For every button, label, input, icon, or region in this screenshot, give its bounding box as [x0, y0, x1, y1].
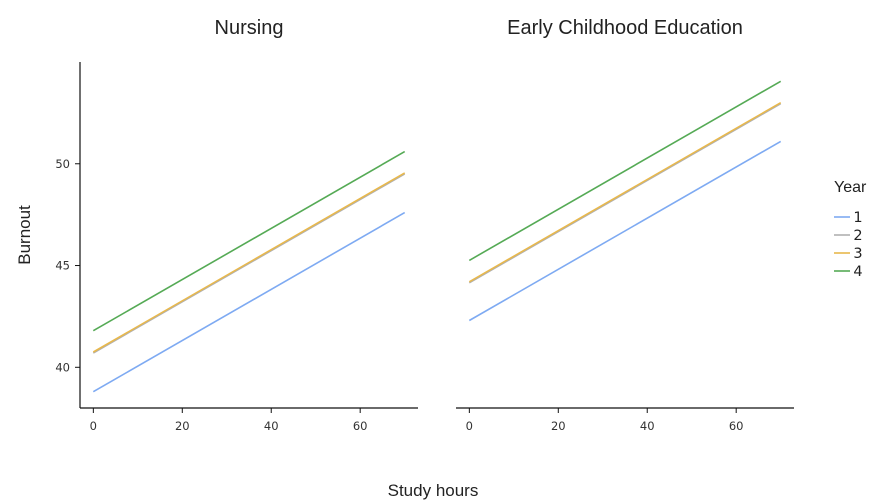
x-tick-label: 20 — [175, 419, 190, 433]
legend-label: 3 — [853, 246, 862, 262]
series-line-year-4 — [468, 80, 782, 262]
legend-title: Year — [834, 179, 867, 196]
series-line-year-2 — [468, 103, 782, 284]
x-tick-label: 60 — [353, 419, 368, 433]
x-tick-label: 40 — [640, 419, 655, 433]
panel-title: Early Childhood Education — [507, 17, 743, 39]
y-tick-label: 50 — [55, 157, 70, 171]
series-line-year-3 — [92, 172, 406, 353]
panel-1: Nursing 40 45 50 0 20 40 60 — [55, 17, 418, 433]
x-tick-label: 60 — [729, 419, 744, 433]
series-line-year-3 — [468, 102, 782, 283]
y-axis-title: Burnout — [15, 205, 34, 265]
panel-title: Nursing — [215, 17, 284, 39]
legend-label: 4 — [853, 264, 862, 280]
panel-2: Early Childhood Education 0 20 40 60 — [456, 17, 794, 433]
y-tick-label: 40 — [55, 360, 70, 374]
x-axis-title: Study hours — [388, 481, 479, 500]
x-tick-label: 40 — [264, 419, 279, 433]
series-line-year-4 — [92, 150, 406, 332]
x-tick-label: 0 — [466, 419, 473, 433]
legend-label: 1 — [853, 210, 862, 226]
x-tick-label: 20 — [551, 419, 566, 433]
series-line-year-1 — [468, 140, 782, 322]
series-line-year-2 — [92, 173, 406, 354]
x-tick-label: 0 — [90, 419, 97, 433]
y-tick-label: 45 — [55, 259, 70, 273]
legend: Year 1 2 3 4 — [834, 179, 867, 280]
legend-label: 2 — [853, 228, 862, 244]
series-line-year-1 — [92, 211, 406, 393]
